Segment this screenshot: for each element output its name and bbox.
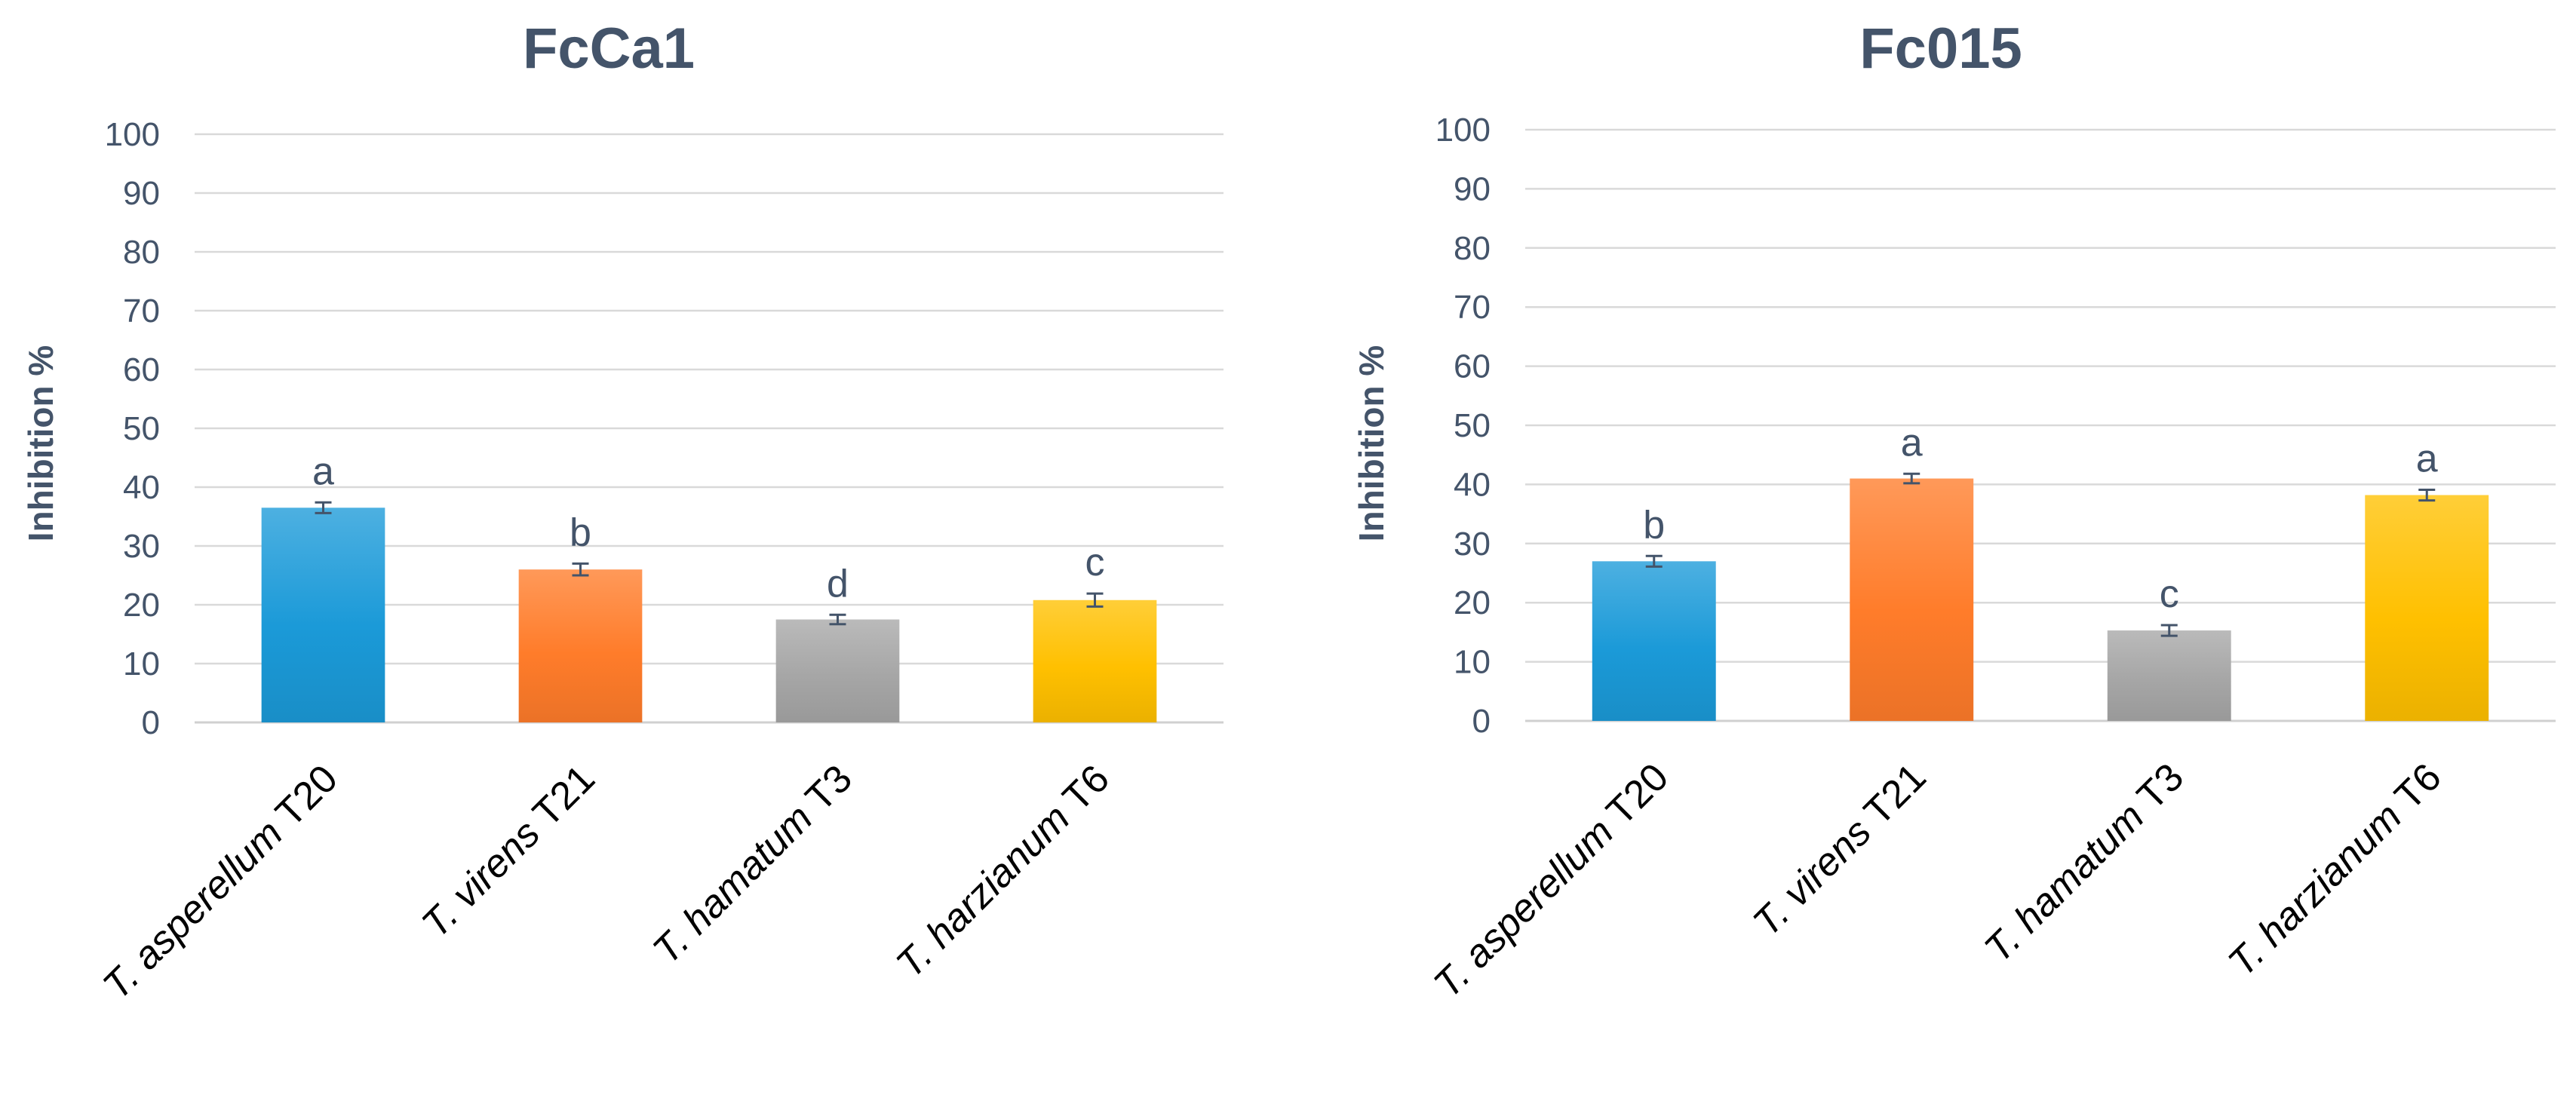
y-tick-label: 90 (1454, 170, 1491, 207)
y-tick-label: 70 (123, 293, 160, 330)
y-tick-label: 80 (123, 234, 160, 271)
y-tick-label: 0 (142, 704, 160, 741)
chart-title-fc015: Fc015 (1859, 17, 2022, 81)
y-axis-label-fcca1: Inhibition % (21, 345, 60, 542)
bar-fcca1-3 (1033, 599, 1157, 722)
x-tick-label: T. hamatum T3 (1976, 755, 2192, 971)
significance-label: a (1901, 421, 1923, 465)
bar-fc015-2 (2107, 630, 2231, 721)
bar-fc015-0 (1592, 561, 1716, 721)
y-tick-label: 40 (123, 469, 160, 506)
error-bar (1086, 592, 1104, 608)
significance-label: c (1085, 541, 1105, 584)
y-tick-label: 50 (1454, 407, 1491, 444)
significance-label: b (1643, 503, 1665, 547)
y-tick-label: 100 (1435, 112, 1491, 149)
x-tick-label: T. asperellum T20 (1426, 755, 1677, 1006)
y-tick-label: 90 (123, 175, 160, 212)
plot-area-fc015: 0 10 20 30 40 50 60 70 80 90 100 b T. asperellum T20… (1426, 112, 2556, 1007)
y-tick-label: 30 (1454, 526, 1491, 563)
y-tick-label: 40 (1454, 466, 1491, 503)
x-tick-label: T. harzianum T6 (2220, 755, 2450, 985)
x-tick-label: T. asperellum T20 (95, 756, 346, 1007)
significance-label: c (2160, 572, 2179, 616)
error-bar (572, 562, 589, 577)
x-tick-label: T. virens T21 (413, 756, 603, 946)
y-tick-label: 30 (123, 528, 160, 565)
bar-fcca1-1 (518, 569, 643, 722)
significance-label: a (2416, 437, 2438, 480)
plot-area-fcca1: 0 10 20 30 40 50 60 70 80 90 100 a T. asperellum T20… (95, 116, 1224, 1008)
error-bar (1645, 554, 1663, 568)
y-tick-label: 20 (123, 587, 160, 624)
chart-title-fcca1: FcCa1 (523, 17, 695, 81)
chart-panel-fc015: Fc015 Inhibition % 0 10 20 30 40 50 60 70 80 90 10… (1352, 17, 2556, 1007)
y-tick-label: 10 (1454, 644, 1491, 681)
error-bar (2160, 624, 2178, 637)
error-bar (1903, 472, 1920, 485)
x-tick-label: T. harzianum T6 (888, 756, 1118, 986)
bar-fcca1-0 (261, 508, 385, 722)
error-bar (315, 501, 332, 514)
error-bar (2418, 488, 2436, 502)
bar-fc015-3 (2365, 495, 2489, 721)
x-tick-label: T. virens T21 (1745, 755, 1935, 945)
y-tick-label: 70 (1454, 289, 1491, 326)
error-bar (829, 613, 846, 626)
chart-panel-fcca1: FcCa1 Inhibition % 0 10 20 30 40 50 60 70 80 90 10… (21, 17, 1224, 1008)
y-tick-label: 10 (123, 645, 160, 682)
y-tick-label: 80 (1454, 230, 1491, 267)
y-tick-label: 60 (123, 351, 160, 388)
y-tick-label: 100 (105, 116, 160, 153)
y-tick-label: 20 (1454, 584, 1491, 621)
significance-label: d (827, 562, 849, 606)
y-tick-label: 60 (1454, 348, 1491, 385)
significance-label: a (312, 449, 334, 493)
x-tick-label: T. hamatum T3 (645, 756, 861, 972)
y-tick-label: 0 (1472, 703, 1491, 740)
bar-fcca1-2 (775, 619, 900, 722)
significance-label: b (570, 511, 591, 554)
y-axis-label-fc015: Inhibition % (1352, 345, 1391, 542)
y-tick-label: 50 (123, 410, 160, 447)
bar-fc015-1 (1850, 478, 1974, 721)
